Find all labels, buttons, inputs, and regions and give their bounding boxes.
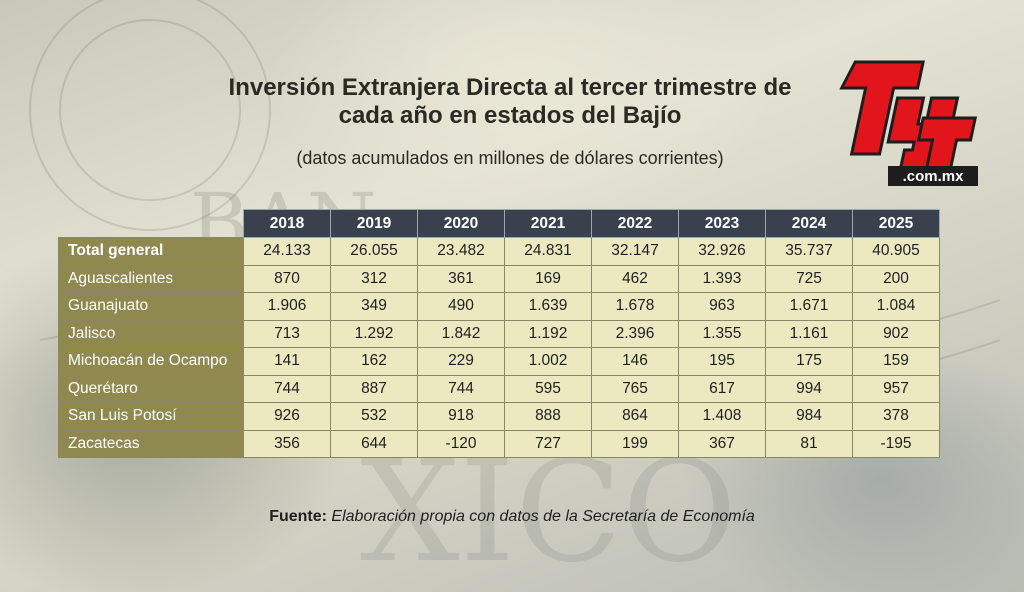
table-cell: 926 <box>243 402 331 431</box>
table-cell: 617 <box>678 374 766 403</box>
column-header-2023: 2023 <box>678 209 766 238</box>
table-cell: 1.678 <box>591 292 679 321</box>
table-cell: 963 <box>678 292 766 321</box>
column-header-2024: 2024 <box>765 209 853 238</box>
table-cell: 32.926 <box>678 237 766 266</box>
table-cell: 462 <box>591 264 679 293</box>
table-cell: 713 <box>243 319 331 348</box>
table-cell: 864 <box>591 402 679 431</box>
table-corner <box>59 210 244 238</box>
table-cell: 994 <box>765 374 853 403</box>
chart-subtitle: (datos acumulados en millones de dólares… <box>296 148 724 168</box>
table-cell: 765 <box>591 374 679 403</box>
table-cell: 175 <box>765 347 853 376</box>
table-cell: 725 <box>765 264 853 293</box>
table-cell: 146 <box>591 347 679 376</box>
table-cell: -195 <box>852 429 940 458</box>
row-label: Aguascalientes <box>58 264 244 293</box>
svg-text:XICO: XICO <box>360 431 737 592</box>
table-cell: 162 <box>330 347 418 376</box>
table-cell: 1.161 <box>765 319 853 348</box>
tyt-logo: .com.mx <box>839 60 978 186</box>
row-label: Total general <box>58 237 244 266</box>
table-cell: 1.192 <box>504 319 592 348</box>
column-header-2018: 2018 <box>243 209 331 238</box>
table-cell: 744 <box>243 374 331 403</box>
table-row: San Luis Potosí 926 532 918 888 864 1.408 984 37… <box>58 402 940 431</box>
table-cell: 1.639 <box>504 292 592 321</box>
table-cell: 312 <box>330 264 418 293</box>
table-row: Jalisco 713 1.292 1.842 1.192 2.396 1.355 1.161… <box>58 319 940 348</box>
table-cell: 1.002 <box>504 347 592 376</box>
column-header-2021: 2021 <box>504 209 592 238</box>
table-row: Zacatecas 356 644 -120 727 199 367 81 -195 <box>58 429 940 458</box>
table-cell: 1.393 <box>678 264 766 293</box>
source-label: Fuente: <box>269 508 327 525</box>
table-cell: 1.084 <box>852 292 940 321</box>
table-cell: 24.133 <box>243 237 331 266</box>
table-row: Total general 24.133 26.055 23.482 24.831 32.… <box>58 237 940 266</box>
column-header-2019: 2019 <box>330 209 418 238</box>
table-row: Michoacán de Ocampo 141 162 229 1.002 146 195 1… <box>58 347 940 376</box>
row-label: Guanajuato <box>58 292 244 321</box>
table-cell: 40.905 <box>852 237 940 266</box>
table-cell: 141 <box>243 347 331 376</box>
table-cell: 23.482 <box>417 237 505 266</box>
table-cell: 1.671 <box>765 292 853 321</box>
logo-domain-text: .com.mx <box>903 168 965 185</box>
table-cell: 81 <box>765 429 853 458</box>
table-cell: 918 <box>417 402 505 431</box>
table-cell: 887 <box>330 374 418 403</box>
table-cell: 356 <box>243 429 331 458</box>
table-cell: 361 <box>417 264 505 293</box>
row-label: Michoacán de Ocampo <box>58 347 244 376</box>
column-header-2022: 2022 <box>591 209 679 238</box>
table-cell: 902 <box>852 319 940 348</box>
table-cell: 24.831 <box>504 237 592 266</box>
table-cell: 984 <box>765 402 853 431</box>
table-cell: 200 <box>852 264 940 293</box>
column-header-2025: 2025 <box>852 209 940 238</box>
table-cell: 1.355 <box>678 319 766 348</box>
table-cell: 229 <box>417 347 505 376</box>
table-cell: 195 <box>678 347 766 376</box>
table-cell: 378 <box>852 402 940 431</box>
column-header-2020: 2020 <box>417 209 505 238</box>
table-cell: 532 <box>330 402 418 431</box>
table-cell: 199 <box>591 429 679 458</box>
chart-title: Inversión Extranjera Directa al tercer t… <box>228 74 792 129</box>
source-note: Fuente: Elaboración propia con datos de … <box>0 508 1024 526</box>
table-cell: 1.842 <box>417 319 505 348</box>
table-cell: 35.737 <box>765 237 853 266</box>
table-cell: 1.292 <box>330 319 418 348</box>
table-cell: 2.396 <box>591 319 679 348</box>
table-cell: 744 <box>417 374 505 403</box>
table-header-row: 2018 2019 2020 2021 2022 2023 2024 2025 <box>59 209 940 238</box>
table-cell: 870 <box>243 264 331 293</box>
table-cell: 888 <box>504 402 592 431</box>
table-row: Querétaro 744 887 744 595 765 617 994 957 <box>58 374 940 403</box>
table-cell: 727 <box>504 429 592 458</box>
table-cell: 32.147 <box>591 237 679 266</box>
table-cell: 367 <box>678 429 766 458</box>
row-label: Zacatecas <box>58 429 244 458</box>
table-cell: 26.055 <box>330 237 418 266</box>
table-cell: 957 <box>852 374 940 403</box>
table-row: Guanajuato 1.906 349 490 1.639 1.678 963 1.671 1… <box>58 292 940 321</box>
row-label: San Luis Potosí <box>58 402 244 431</box>
fdi-table: 2018 2019 2020 2021 2022 2023 2024 2025 Total g… <box>58 209 940 458</box>
row-label: Jalisco <box>58 319 244 348</box>
row-label: Querétaro <box>58 374 244 403</box>
source-text: Elaboración propia con datos de la Secre… <box>331 508 755 525</box>
table-cell: 595 <box>504 374 592 403</box>
table-cell: 159 <box>852 347 940 376</box>
table-cell: 644 <box>330 429 418 458</box>
table-cell: 349 <box>330 292 418 321</box>
table-row: Aguascalientes 870 312 361 169 462 1.393 725 200 <box>58 264 940 293</box>
table-cell: 1.906 <box>243 292 331 321</box>
table-cell: -120 <box>417 429 505 458</box>
table-cell: 490 <box>417 292 505 321</box>
table-cell: 169 <box>504 264 592 293</box>
table-cell: 1.408 <box>678 402 766 431</box>
